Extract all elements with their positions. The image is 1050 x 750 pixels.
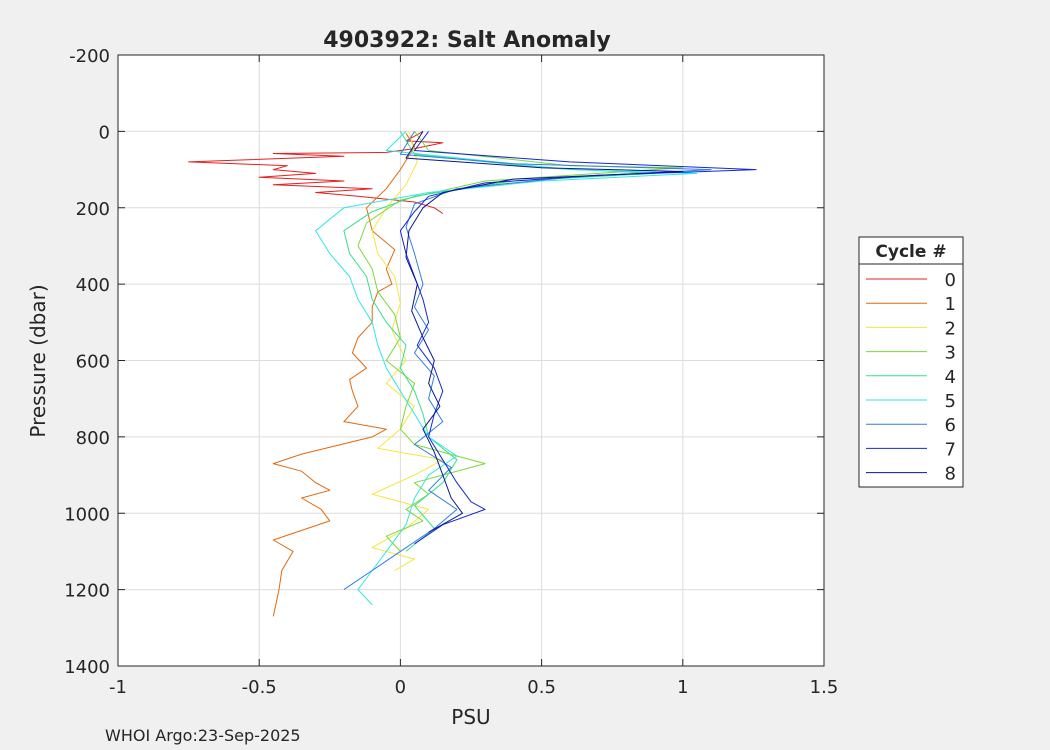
series-line-cycle-8 [405,131,684,533]
chart-title: 4903922: Salt Anomaly [323,28,610,53]
legend-label-cycle-3: 3 [945,343,956,364]
legend-label-cycle-0: 0 [945,270,956,291]
y-tick-label: 0 [99,122,110,143]
legend-label-cycle-7: 7 [945,439,956,460]
legend-label-cycle-6: 6 [945,415,956,436]
x-tick-label: 0.5 [527,677,556,698]
y-tick-label: 400 [76,275,110,296]
series-line-cycle-0 [188,130,444,214]
y-tick-label: 200 [76,199,110,220]
legend: Cycle # 0 1 2 3 4 5 6 7 8 [858,236,964,488]
y-tick-label: 1000 [64,504,110,525]
y-tick-label: 600 [76,352,110,373]
series-line-cycle-5 [315,131,698,606]
series-line-cycle-2 [371,131,444,571]
y-tick-label: 800 [76,428,110,449]
footer-text: WHOI Argo:23-Sep-2025 [105,726,301,745]
x-tick-label: 1 [677,677,688,698]
y-axis-label: Pressure (dbar) [26,284,50,437]
y-tick-label: 1400 [64,657,110,678]
x-tick-label: -1 [109,677,127,698]
y-tick-label: 1200 [64,581,110,602]
legend-title: Cycle # [875,242,946,262]
data-traces [188,130,757,617]
x-tick-label: 1.5 [810,677,839,698]
axis-ticks: -1 -0.5 0 0.5 1 1.5 -200 0 200 400 600 800 1000 1200 1… [64,46,838,698]
legend-label-cycle-2: 2 [945,318,956,339]
legend-label-cycle-5: 5 [945,391,956,412]
legend-label-cycle-8: 8 [945,464,956,485]
x-tick-label: -0.5 [242,677,277,698]
series-line-cycle-1 [272,133,415,617]
x-tick-label: 0 [395,677,406,698]
y-tick-label: -200 [69,46,110,67]
grid-lines [118,55,824,666]
x-axis-label: PSU [451,705,490,729]
legend-label-cycle-4: 4 [945,367,956,388]
legend-label-cycle-1: 1 [945,294,956,315]
